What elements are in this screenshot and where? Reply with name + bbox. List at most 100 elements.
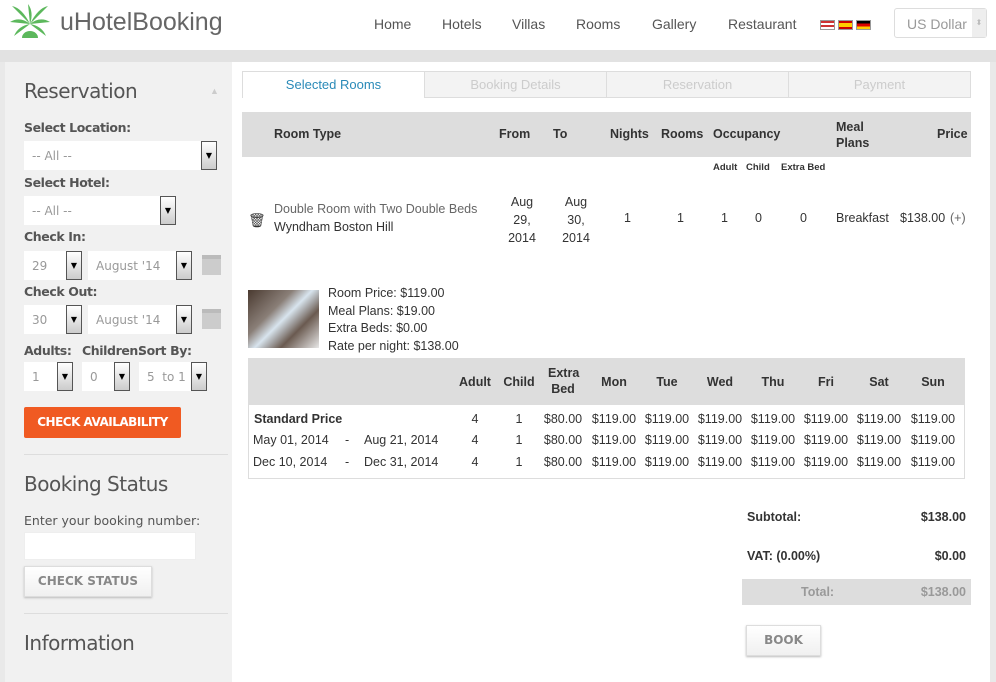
price-cell: $119.00 bbox=[591, 433, 637, 447]
spinner-icon: ⬍ bbox=[972, 9, 986, 37]
price-cell: $80.00 bbox=[543, 412, 583, 426]
price-col-header: Extra Bed bbox=[548, 366, 580, 396]
to-date: Aug 30, 2014 bbox=[562, 195, 590, 245]
col-child: Child bbox=[746, 162, 770, 173]
sort-select[interactable]: 5 to 1 ▼ bbox=[139, 362, 207, 391]
col-rooms: Rooms bbox=[661, 127, 704, 141]
chevron-down-icon: ▼ bbox=[160, 196, 176, 225]
hotel-select[interactable]: -- All -- ▼ bbox=[24, 196, 176, 225]
price-cell: $119.00 bbox=[591, 455, 637, 469]
price-cell: 4 bbox=[471, 455, 479, 469]
checkout-month-value: August '14 bbox=[96, 313, 161, 327]
nav-rooms[interactable]: Rooms bbox=[576, 16, 621, 32]
price-col-header: Thu bbox=[761, 375, 785, 389]
check-availability-button[interactable]: CHECK AVAILABILITY bbox=[24, 407, 181, 438]
calendar-icon[interactable] bbox=[202, 255, 221, 275]
checkout-label: Check Out: bbox=[24, 284, 98, 299]
extra-bed-value: 0 bbox=[800, 211, 807, 225]
trash-icon[interactable]: 🗑 bbox=[248, 212, 266, 228]
nav-restaurant[interactable]: Restaurant bbox=[728, 16, 797, 32]
price-value: $138.00 bbox=[900, 211, 946, 225]
price-cell: $119.00 bbox=[697, 412, 743, 426]
tab-booking-details[interactable]: Booking Details bbox=[424, 71, 607, 98]
nights-value: 1 bbox=[624, 211, 631, 225]
period-to: Aug 21, 2014 bbox=[364, 433, 439, 447]
extra-beds-price: Extra Beds: $0.00 bbox=[328, 321, 428, 336]
currency-select[interactable]: US Dollar ⬍ bbox=[894, 8, 987, 38]
checkin-day-select[interactable]: 29 ▼ bbox=[24, 251, 82, 280]
sort-value: 5 to 1 bbox=[147, 370, 186, 384]
period-from: Dec 10, 2014 bbox=[253, 455, 328, 469]
checkin-month-select[interactable]: August '14 ▼ bbox=[88, 251, 192, 280]
tab-selected-rooms[interactable]: Selected Rooms bbox=[242, 71, 425, 98]
nav-home[interactable]: Home bbox=[374, 16, 412, 32]
check-status-button[interactable]: CHECK STATUS bbox=[24, 566, 152, 597]
hotel-value: -- All -- bbox=[32, 204, 72, 218]
sort-label: Sort By: bbox=[138, 343, 192, 358]
price-col-header: Adult bbox=[459, 375, 491, 389]
vat-label: VAT: (0.00%) bbox=[747, 549, 821, 563]
chevron-down-icon: ▼ bbox=[176, 251, 192, 280]
col-meal-plans: Meal Plans bbox=[836, 120, 870, 150]
period-separator: - bbox=[345, 433, 350, 447]
booking-number-input[interactable] bbox=[24, 532, 196, 560]
children-select[interactable]: 0 ▼ bbox=[82, 362, 130, 391]
spain-flag-icon[interactable] bbox=[838, 20, 853, 30]
location-value: -- All -- bbox=[32, 149, 72, 163]
calendar-icon[interactable] bbox=[202, 309, 221, 329]
checkin-day-value: 29 bbox=[32, 259, 48, 273]
location-label: Select Location: bbox=[24, 120, 131, 135]
adult-value: 1 bbox=[721, 211, 728, 225]
children-value: 0 bbox=[90, 370, 98, 384]
price-col-header: Sun bbox=[921, 375, 945, 389]
adults-label: Adults: bbox=[24, 343, 72, 358]
room-photo[interactable] bbox=[248, 290, 319, 348]
checkout-day-select[interactable]: 30 ▼ bbox=[24, 305, 82, 334]
adults-select[interactable]: 1 ▼ bbox=[24, 362, 73, 391]
information-title: Information bbox=[24, 631, 135, 655]
price-cell: $119.00 bbox=[591, 412, 637, 426]
price-cell: 4 bbox=[471, 412, 479, 426]
nav-hotels[interactable]: Hotels bbox=[442, 16, 482, 32]
nav-gallery[interactable]: Gallery bbox=[652, 16, 697, 32]
tab-reservation[interactable]: Reservation bbox=[606, 71, 789, 98]
child-value: 0 bbox=[755, 211, 762, 225]
price-cell: $119.00 bbox=[750, 433, 796, 447]
room-name[interactable]: Double Room with Two Double Beds bbox=[274, 202, 478, 216]
price-cell: 4 bbox=[471, 433, 479, 447]
adults-value: 1 bbox=[32, 370, 40, 384]
price-col-header: Wed bbox=[706, 375, 734, 389]
from-date: Aug 29, 2014 bbox=[508, 195, 536, 245]
price-cell: $119.00 bbox=[856, 455, 902, 469]
expand-price-toggle[interactable]: (+) bbox=[950, 211, 966, 225]
price-cell: $119.00 bbox=[697, 433, 743, 447]
col-adult: Adult bbox=[713, 162, 738, 173]
hotel-name: Wyndham Boston Hill bbox=[274, 220, 394, 234]
subtotal-value: $138.00 bbox=[920, 510, 966, 524]
price-table bbox=[248, 358, 965, 479]
col-room-type: Room Type bbox=[274, 127, 342, 141]
col-price: Price bbox=[937, 127, 968, 141]
palm-logo-icon bbox=[10, 4, 50, 38]
tab-payment[interactable]: Payment bbox=[788, 71, 971, 98]
price-cell: $119.00 bbox=[803, 433, 849, 447]
chevron-down-icon: ▼ bbox=[191, 362, 207, 391]
us-flag-icon[interactable] bbox=[820, 20, 835, 30]
price-row-label: Standard Price bbox=[254, 412, 343, 426]
collapse-icon[interactable]: ▲ bbox=[210, 86, 219, 96]
period-to: Dec 31, 2014 bbox=[364, 455, 439, 469]
chevron-down-icon: ▼ bbox=[66, 305, 82, 334]
price-cell: $119.00 bbox=[644, 455, 690, 469]
brand-name[interactable]: uHotelBooking bbox=[60, 8, 223, 36]
price-cell: 1 bbox=[515, 412, 523, 426]
germany-flag-icon[interactable] bbox=[856, 20, 871, 30]
col-nights: Nights bbox=[610, 127, 649, 141]
col-from: From bbox=[499, 127, 531, 141]
room-price: Room Price: $119.00 bbox=[328, 286, 445, 300]
total-label: Total: bbox=[801, 585, 835, 599]
meal-plans-price: Meal Plans: $19.00 bbox=[328, 303, 436, 318]
checkout-month-select[interactable]: August '14 ▼ bbox=[88, 305, 192, 334]
nav-villas[interactable]: Villas bbox=[512, 16, 546, 32]
book-button[interactable]: BOOK bbox=[746, 625, 821, 656]
location-select[interactable]: -- All -- ▼ bbox=[24, 141, 217, 170]
